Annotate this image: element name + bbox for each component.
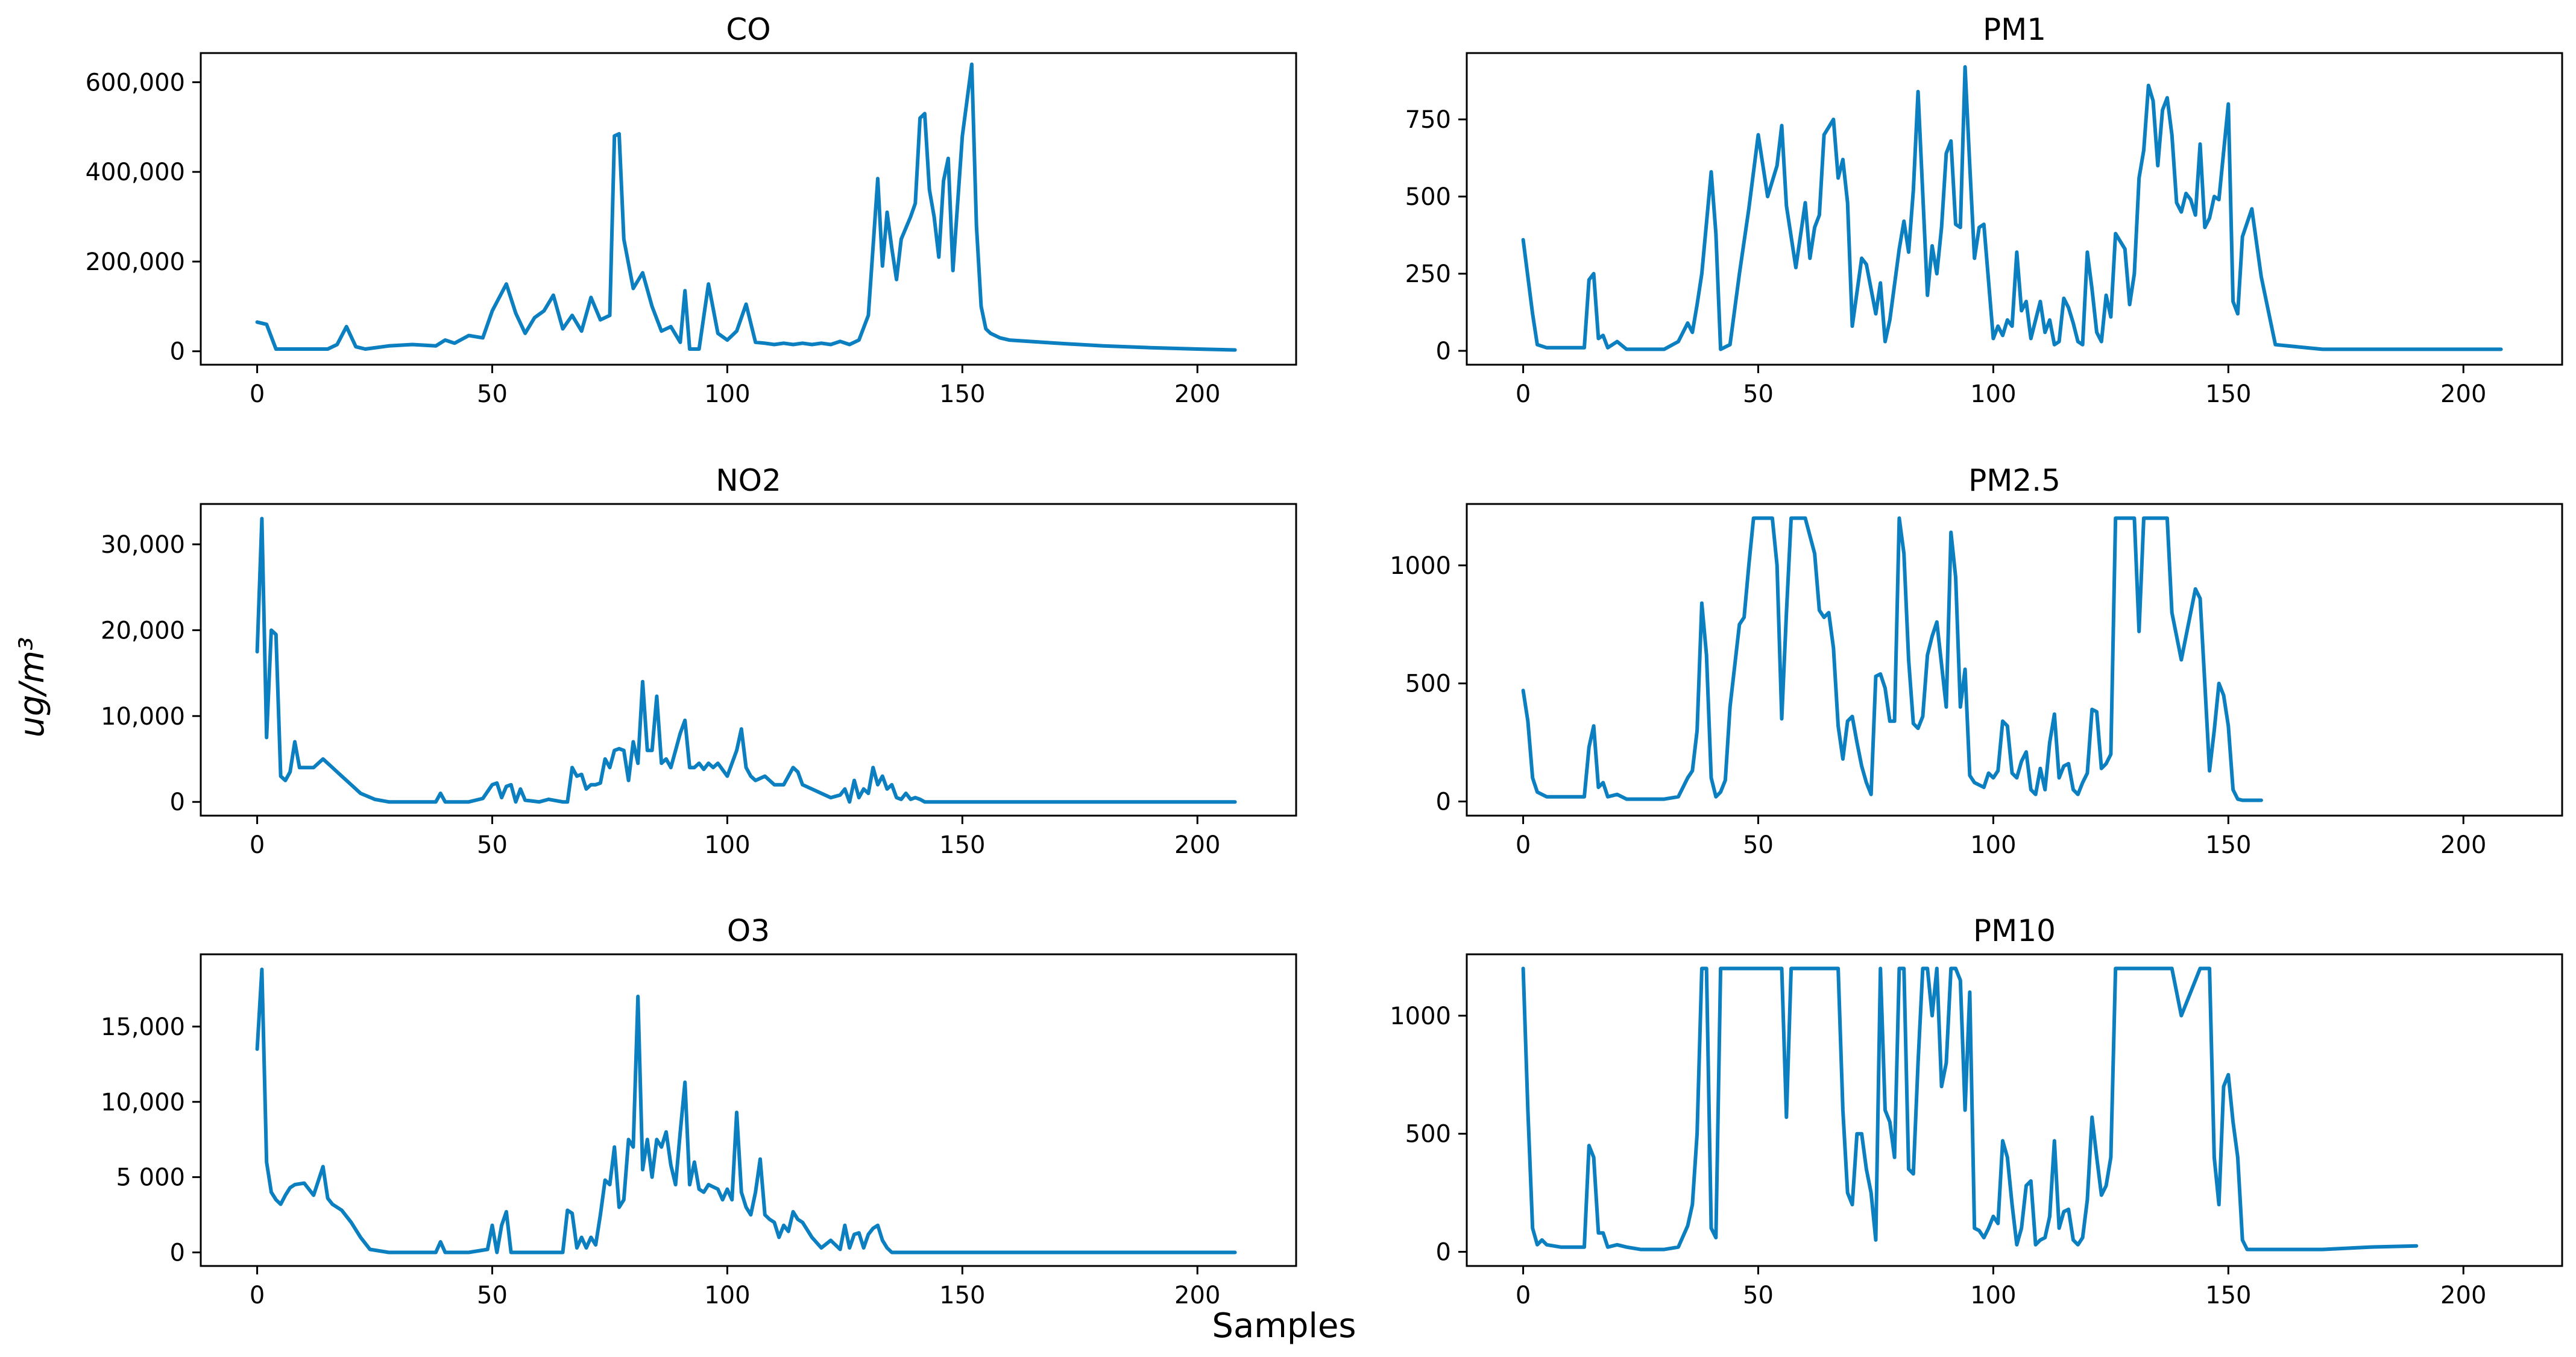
chart-title-pm1: PM1	[1983, 12, 2046, 47]
chart-title-pm25: PM2.5	[1968, 463, 2061, 498]
x-tick-label: 50	[1743, 831, 1774, 859]
plot-frame-co	[200, 52, 1297, 366]
x-tick-label: 200	[1174, 380, 1220, 408]
x-tick-label: 0	[1516, 380, 1531, 408]
chart-panel-pm25: PM2.5 0 50 100 150 200 0 500 1000	[1390, 463, 2563, 859]
x-tick-label: 100	[704, 1282, 750, 1309]
plot-frame-pm1	[1466, 52, 2563, 366]
y-tick-label: 500	[1405, 670, 1451, 698]
x-tick-label: 200	[2440, 1282, 2486, 1309]
chart-title-o3: O3	[727, 913, 770, 948]
x-tick-label: 50	[477, 380, 508, 408]
y-tick-label: 600,000	[86, 69, 185, 96]
x-tick-label: 0	[250, 1282, 265, 1309]
y-tick-label: 0	[170, 789, 185, 816]
x-tick-label: 100	[1970, 1282, 2016, 1309]
chart-title-co: CO	[726, 12, 770, 47]
x-tick-label: 50	[1743, 380, 1774, 408]
x-tick-label: 200	[2440, 831, 2486, 859]
x-tick-label: 200	[1174, 831, 1220, 859]
y-tick-label: 0	[170, 1239, 185, 1267]
x-tick-label: 150	[939, 831, 985, 859]
x-tick-label: 100	[1970, 831, 2016, 859]
plot-frame-o3	[200, 953, 1297, 1267]
chart-panel-co: CO 0 50 100 150 200 0 200,000 400,000 600,000	[86, 12, 1297, 408]
chart-panel-no2: NO2 0 50 100 150 200 0 10,000 20,000 30,000	[101, 463, 1297, 859]
series-line-pm25	[1521, 516, 2263, 802]
x-tick-label: 50	[477, 831, 508, 859]
y-tick-label: 750	[1405, 106, 1451, 134]
x-tick-label: 50	[1743, 1282, 1774, 1309]
x-tick-label: 0	[1516, 1282, 1531, 1309]
y-tick-label: 200,000	[86, 248, 185, 276]
y-tick-label: 30,000	[101, 531, 185, 559]
series-line-no2	[255, 517, 1237, 804]
x-tick-label: 200	[2440, 380, 2486, 408]
chart-panel-pm10: PM10 0 50 100 150 200 0 500 1000	[1390, 913, 2563, 1309]
x-tick-label: 150	[2205, 831, 2251, 859]
x-tick-label: 50	[477, 1282, 508, 1309]
y-tick-label: 20,000	[101, 617, 185, 644]
y-tick-label: 5 000	[116, 1164, 185, 1192]
series-line-pm10	[1521, 966, 2419, 1252]
plot-frame-pm10	[1466, 953, 2563, 1267]
series-line-pm1	[1521, 65, 2503, 351]
x-tick-label: 100	[704, 380, 750, 408]
y-tick-label: 10,000	[101, 1089, 185, 1116]
y-axis-label: ug/m³	[13, 637, 52, 738]
chart-panel-o3: O3 0 50 100 150 200 0 5 000 10,000 15,000	[101, 913, 1297, 1309]
y-tick-label: 500	[1405, 1121, 1451, 1148]
x-axis-label: Samples	[1212, 1306, 1356, 1346]
y-tick-label: 15,000	[101, 1013, 185, 1041]
chart-panel-pm1: PM1 0 50 100 150 200 0 250 500 750	[1405, 12, 2563, 408]
plot-frame-no2	[200, 503, 1297, 817]
x-tick-label: 100	[1970, 380, 2016, 408]
chart-title-pm10: PM10	[1973, 913, 2056, 948]
x-tick-label: 0	[250, 831, 265, 859]
x-tick-label: 150	[939, 1282, 985, 1309]
y-tick-label: 0	[1436, 789, 1451, 816]
y-tick-label: 0	[170, 338, 185, 366]
y-tick-label: 0	[1436, 338, 1451, 365]
x-tick-label: 150	[939, 380, 985, 408]
x-tick-label: 0	[1516, 831, 1531, 859]
y-tick-label: 1000	[1390, 552, 1451, 580]
y-tick-label: 10,000	[101, 703, 185, 731]
y-tick-label: 0	[1436, 1239, 1451, 1267]
y-tick-label: 400,000	[86, 159, 185, 186]
x-tick-label: 100	[704, 831, 750, 859]
y-tick-label: 500	[1405, 183, 1451, 211]
x-tick-label: 200	[1174, 1282, 1220, 1309]
y-tick-label: 1000	[1390, 1003, 1451, 1030]
x-tick-label: 150	[2205, 1282, 2251, 1309]
x-tick-label: 0	[250, 380, 265, 408]
x-tick-label: 150	[2205, 380, 2251, 408]
chart-title-no2: NO2	[716, 463, 781, 498]
series-line-co	[255, 62, 1237, 352]
plot-frame-pm25	[1466, 503, 2563, 817]
series-line-o3	[255, 968, 1237, 1255]
y-tick-label: 250	[1405, 260, 1451, 288]
